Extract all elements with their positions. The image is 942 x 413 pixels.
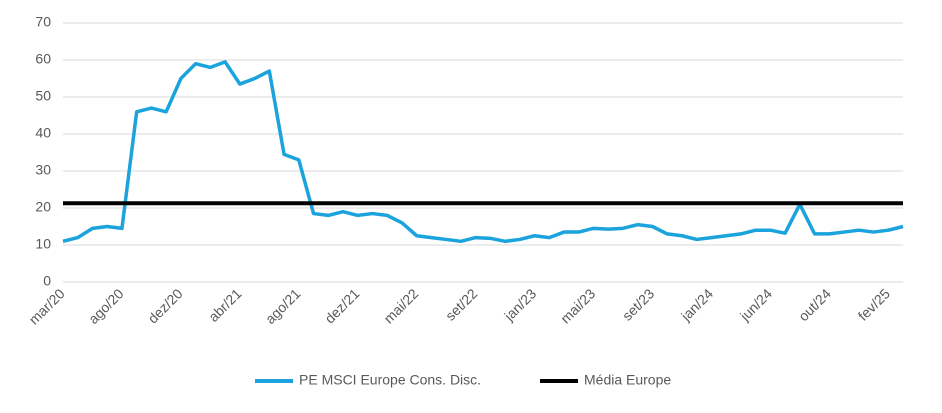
x-tick-label: mai/22 [380,285,421,326]
y-tick-label: 50 [35,88,51,104]
legend-label: PE MSCI Europe Cons. Disc. [299,372,481,388]
x-tick-label: dez/21 [321,285,362,326]
y-tick-label: 40 [35,125,51,141]
x-tick-label: mai/23 [557,285,598,326]
x-tick-label: set/22 [442,285,480,323]
x-tick-label: fev/25 [855,285,893,323]
y-tick-label: 20 [35,199,51,215]
y-tick-label: 70 [35,14,51,30]
x-tick-label: jun/24 [736,285,775,324]
x-tick-label: set/23 [619,285,657,323]
legend-label: Média Europe [584,372,671,388]
series-line [62,60,904,244]
y-tick-label: 30 [35,162,51,178]
x-tick-label: ago/20 [85,285,127,327]
x-tick-label: abr/21 [205,285,245,325]
y-tick-label: 60 [35,51,51,67]
x-tick-label: jan/23 [500,285,539,324]
x-tick-label: ago/21 [262,285,304,327]
x-tick-label: mar/20 [26,285,68,327]
x-tick-label: dez/20 [145,285,186,326]
x-tick-label: out/24 [795,285,834,324]
y-tick-label: 10 [35,236,51,252]
y-tick-label: 0 [43,273,51,289]
x-tick-label: jan/24 [677,285,716,324]
